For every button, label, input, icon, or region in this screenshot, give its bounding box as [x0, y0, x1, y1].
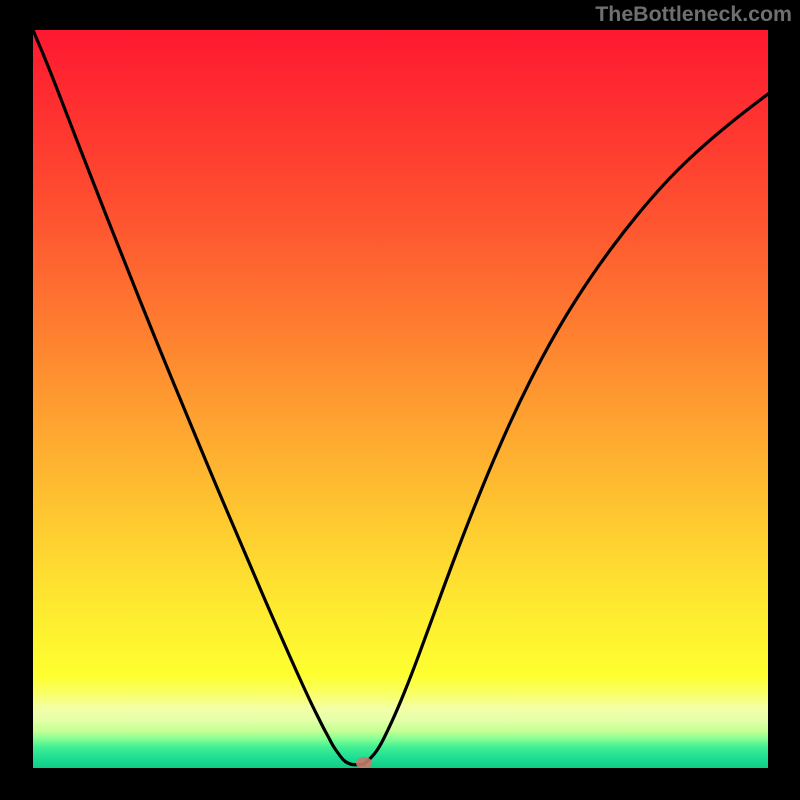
curve-left-branch	[33, 30, 364, 765]
plot-area	[33, 30, 768, 768]
watermark-text: TheBottleneck.com	[595, 2, 792, 27]
chart-container: TheBottleneck.com	[0, 0, 800, 800]
curve-layer	[33, 30, 768, 768]
curve-right-branch	[364, 94, 768, 764]
